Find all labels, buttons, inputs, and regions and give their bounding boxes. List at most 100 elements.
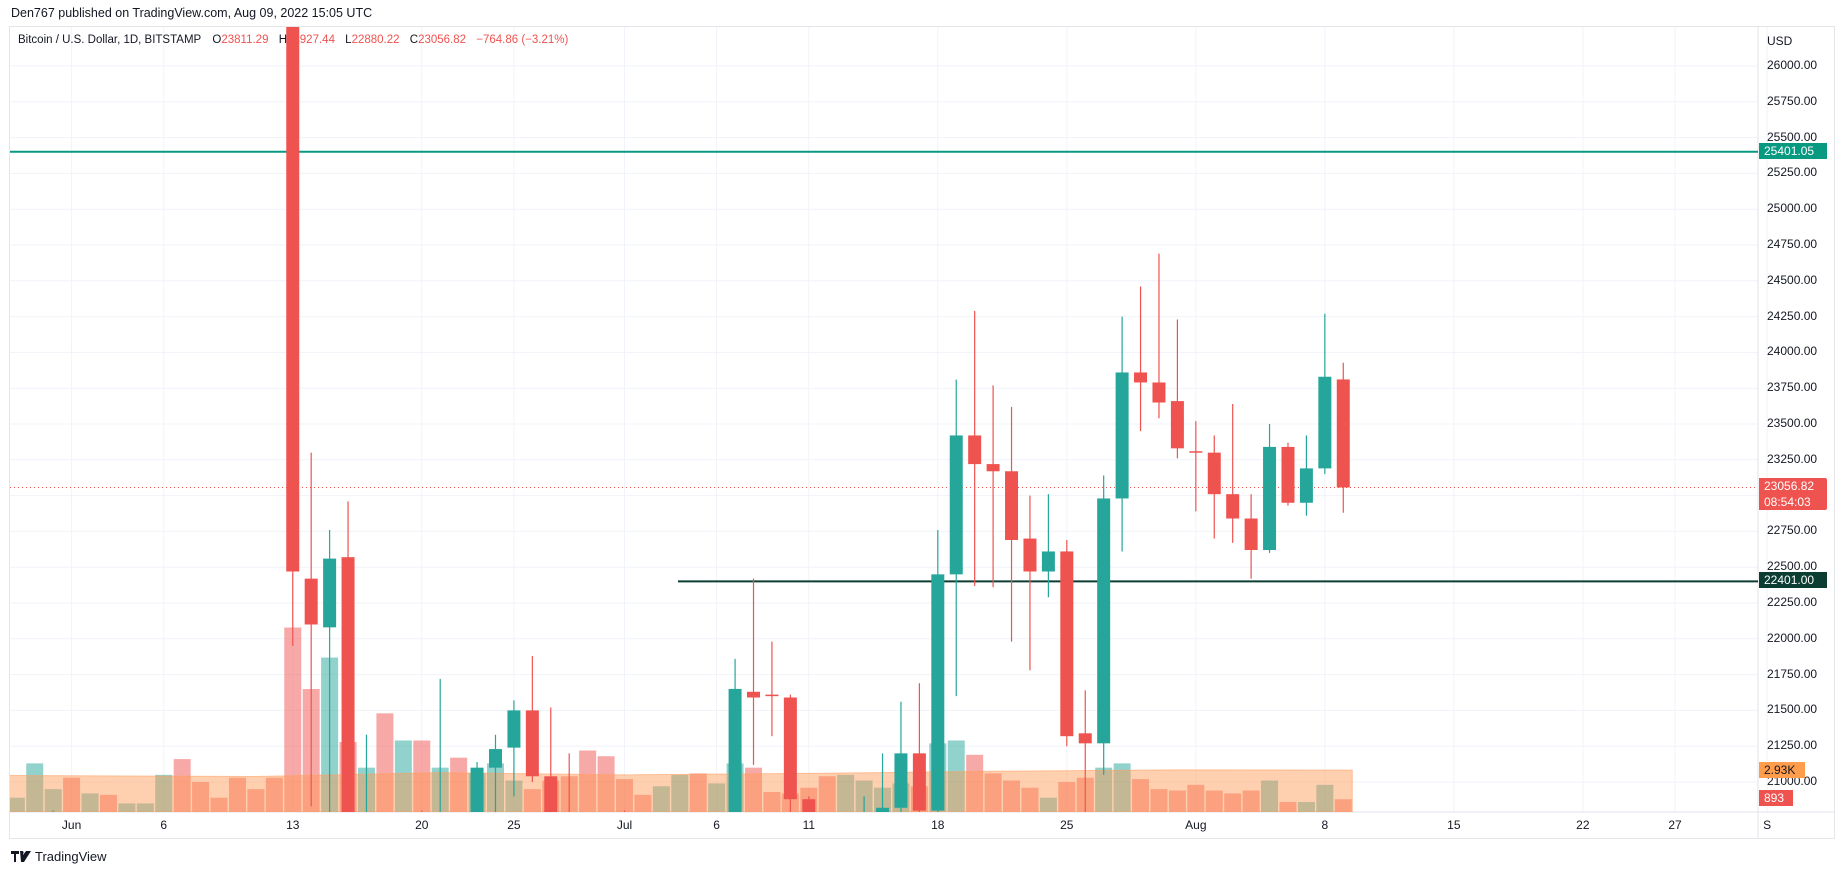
volume-bar [63,777,81,812]
candle-down [802,799,816,812]
volume-bar [1316,784,1334,812]
volume-bar [1058,781,1076,812]
price-tick: 25250.00 [1767,165,1818,180]
candle-down [341,557,355,812]
brand-name: TradingView [35,849,107,864]
chart-frame[interactable] [9,26,1835,839]
currency-label: USD [1767,34,1793,48]
ohlc-legend: Bitcoin / U.S. Dollar, 1D, BITSTAMP O238… [18,34,575,46]
volume-bar [1279,801,1297,812]
volume-ma-badge: 2.93K [1759,762,1805,778]
support-price-badge: 22401.00 [1759,572,1827,588]
volume-bar [671,774,689,812]
price-tick: 23250.00 [1767,451,1818,466]
price-tick: 25750.00 [1767,93,1818,108]
candle-up [1115,372,1129,499]
candle-down [1078,733,1092,744]
volume-bar [1003,780,1021,812]
candle-up [1263,446,1277,551]
time-tick: 6 [160,818,168,832]
volume-bar [597,756,615,812]
volume-bar [192,781,210,812]
time-tick: 18 [931,818,945,832]
volume-bar [1039,797,1057,812]
price-tick: 22250.00 [1767,595,1818,609]
volume-bar [523,789,541,812]
volume-bar [689,773,707,812]
volume-bar [1261,780,1279,812]
candle-down [452,832,465,875]
candle-up [1318,376,1332,469]
time-tick: 27 [1668,818,1682,832]
volume-bar [818,776,836,812]
price-tick: 24000.00 [1767,344,1818,359]
time-tick: 15 [1447,818,1461,832]
tradingview-logo[interactable]: TradingView [11,849,107,864]
candle-up [488,749,502,768]
time-tick: 13 [286,818,300,832]
volume-bar [652,786,670,812]
publish-info: Den767 published on TradingView.com, Aug… [11,6,373,20]
candle-down [1189,451,1203,453]
candle-up [858,839,871,875]
time-tick: 25 [507,818,521,832]
price-tick: 26000.00 [1767,58,1818,72]
volume-bar [579,750,597,812]
close-label: C [409,34,419,46]
volume-bar [1095,767,1113,812]
volume-bar [1150,789,1168,812]
price-tick: 23750.00 [1767,380,1818,395]
candle-up [323,558,337,628]
candle-up [728,688,742,812]
price-tick: 24750.00 [1767,237,1818,251]
high-label: H [278,34,287,46]
volume-bar [1132,779,1150,812]
volume-bar [394,740,412,812]
time-tick: 20 [415,818,429,832]
volume-bar [228,777,246,812]
volume-bar [10,797,25,812]
time-tick: Aug [1185,818,1207,832]
candle-down [378,861,391,875]
volume-bar [210,797,228,812]
time-tick: 25 [1060,818,1074,832]
low-value: 22880.22 [351,34,400,46]
volume-bar [984,773,1002,812]
candle-down [525,710,539,777]
close-value: 23056.82 [418,34,467,46]
candle-down [563,825,576,875]
volume-bar [99,794,117,812]
candle-down [1152,382,1166,403]
candle-down [1060,551,1074,737]
candle-up [949,435,963,575]
volume-bar [1224,793,1242,812]
volume-bar [118,803,136,812]
volume-bar [376,713,394,812]
volume-bar [763,791,781,812]
symbol-title: Bitcoin / U.S. Dollar, 1D, BITSTAMP [18,34,202,46]
volume-bar [634,794,652,812]
volume-bar [966,754,984,812]
candle-down [286,27,300,572]
volume-bar [1205,790,1223,812]
price-tick: 23500.00 [1767,416,1818,430]
candle-down [1244,518,1258,551]
candle-down [1023,538,1037,572]
candle-up [1097,498,1111,744]
time-tick: Jul [616,818,633,832]
candle-up [507,710,521,748]
tradingview-logo-icon [11,851,31,862]
candle-down [1207,452,1221,495]
candle-up [1299,468,1313,503]
volume-bar [1297,801,1315,812]
volume-bar [155,774,173,812]
candle-down [968,435,982,465]
candle-up [876,807,890,812]
candle-up [1041,551,1055,572]
candle-up [710,854,723,875]
time-tick: S [1763,818,1772,832]
volume-bar [1187,784,1205,812]
bar-countdown: 08:54:03 [1764,495,1811,509]
volume-bar [44,789,62,812]
